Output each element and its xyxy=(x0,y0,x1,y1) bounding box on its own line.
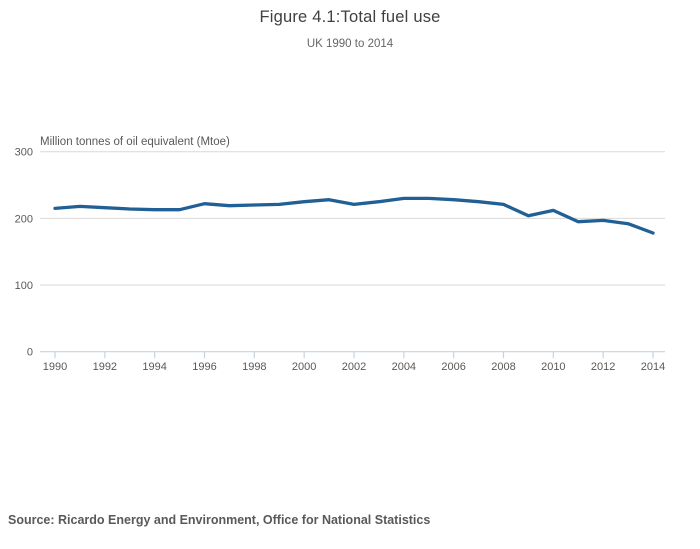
chart-subtitle: UK 1990 to 2014 xyxy=(306,38,394,50)
x-tick-label: 1994 xyxy=(142,361,166,373)
y-tick-label: 100 xyxy=(15,280,33,292)
chart-title: Figure 4.1:Total fuel use xyxy=(259,8,441,26)
y-tick-label: 200 xyxy=(15,213,33,225)
x-tick-label: 1992 xyxy=(93,361,117,373)
y-tick-label: 300 xyxy=(15,147,33,159)
x-tick-label: 1998 xyxy=(242,361,266,373)
y-tick-label: 0 xyxy=(27,347,33,359)
x-tick-label: 2012 xyxy=(591,361,615,373)
x-tick-label: 2014 xyxy=(641,361,665,373)
x-tick-label: 2010 xyxy=(541,361,565,373)
x-tick-label: 2006 xyxy=(441,361,465,373)
source-text: Source: Ricardo Energy and Environment, … xyxy=(8,513,431,527)
x-tick-label: 1990 xyxy=(43,361,67,373)
x-tick-label: 2004 xyxy=(392,361,416,373)
x-tick-label: 1996 xyxy=(192,361,216,373)
series-line xyxy=(53,196,655,235)
y-axis-title: Million tonnes of oil equivalent (Mtoe) xyxy=(40,136,230,148)
x-tick-label: 2008 xyxy=(491,361,515,373)
x-tick-label: 2000 xyxy=(292,361,316,373)
x-tick-label: 2002 xyxy=(342,361,366,373)
